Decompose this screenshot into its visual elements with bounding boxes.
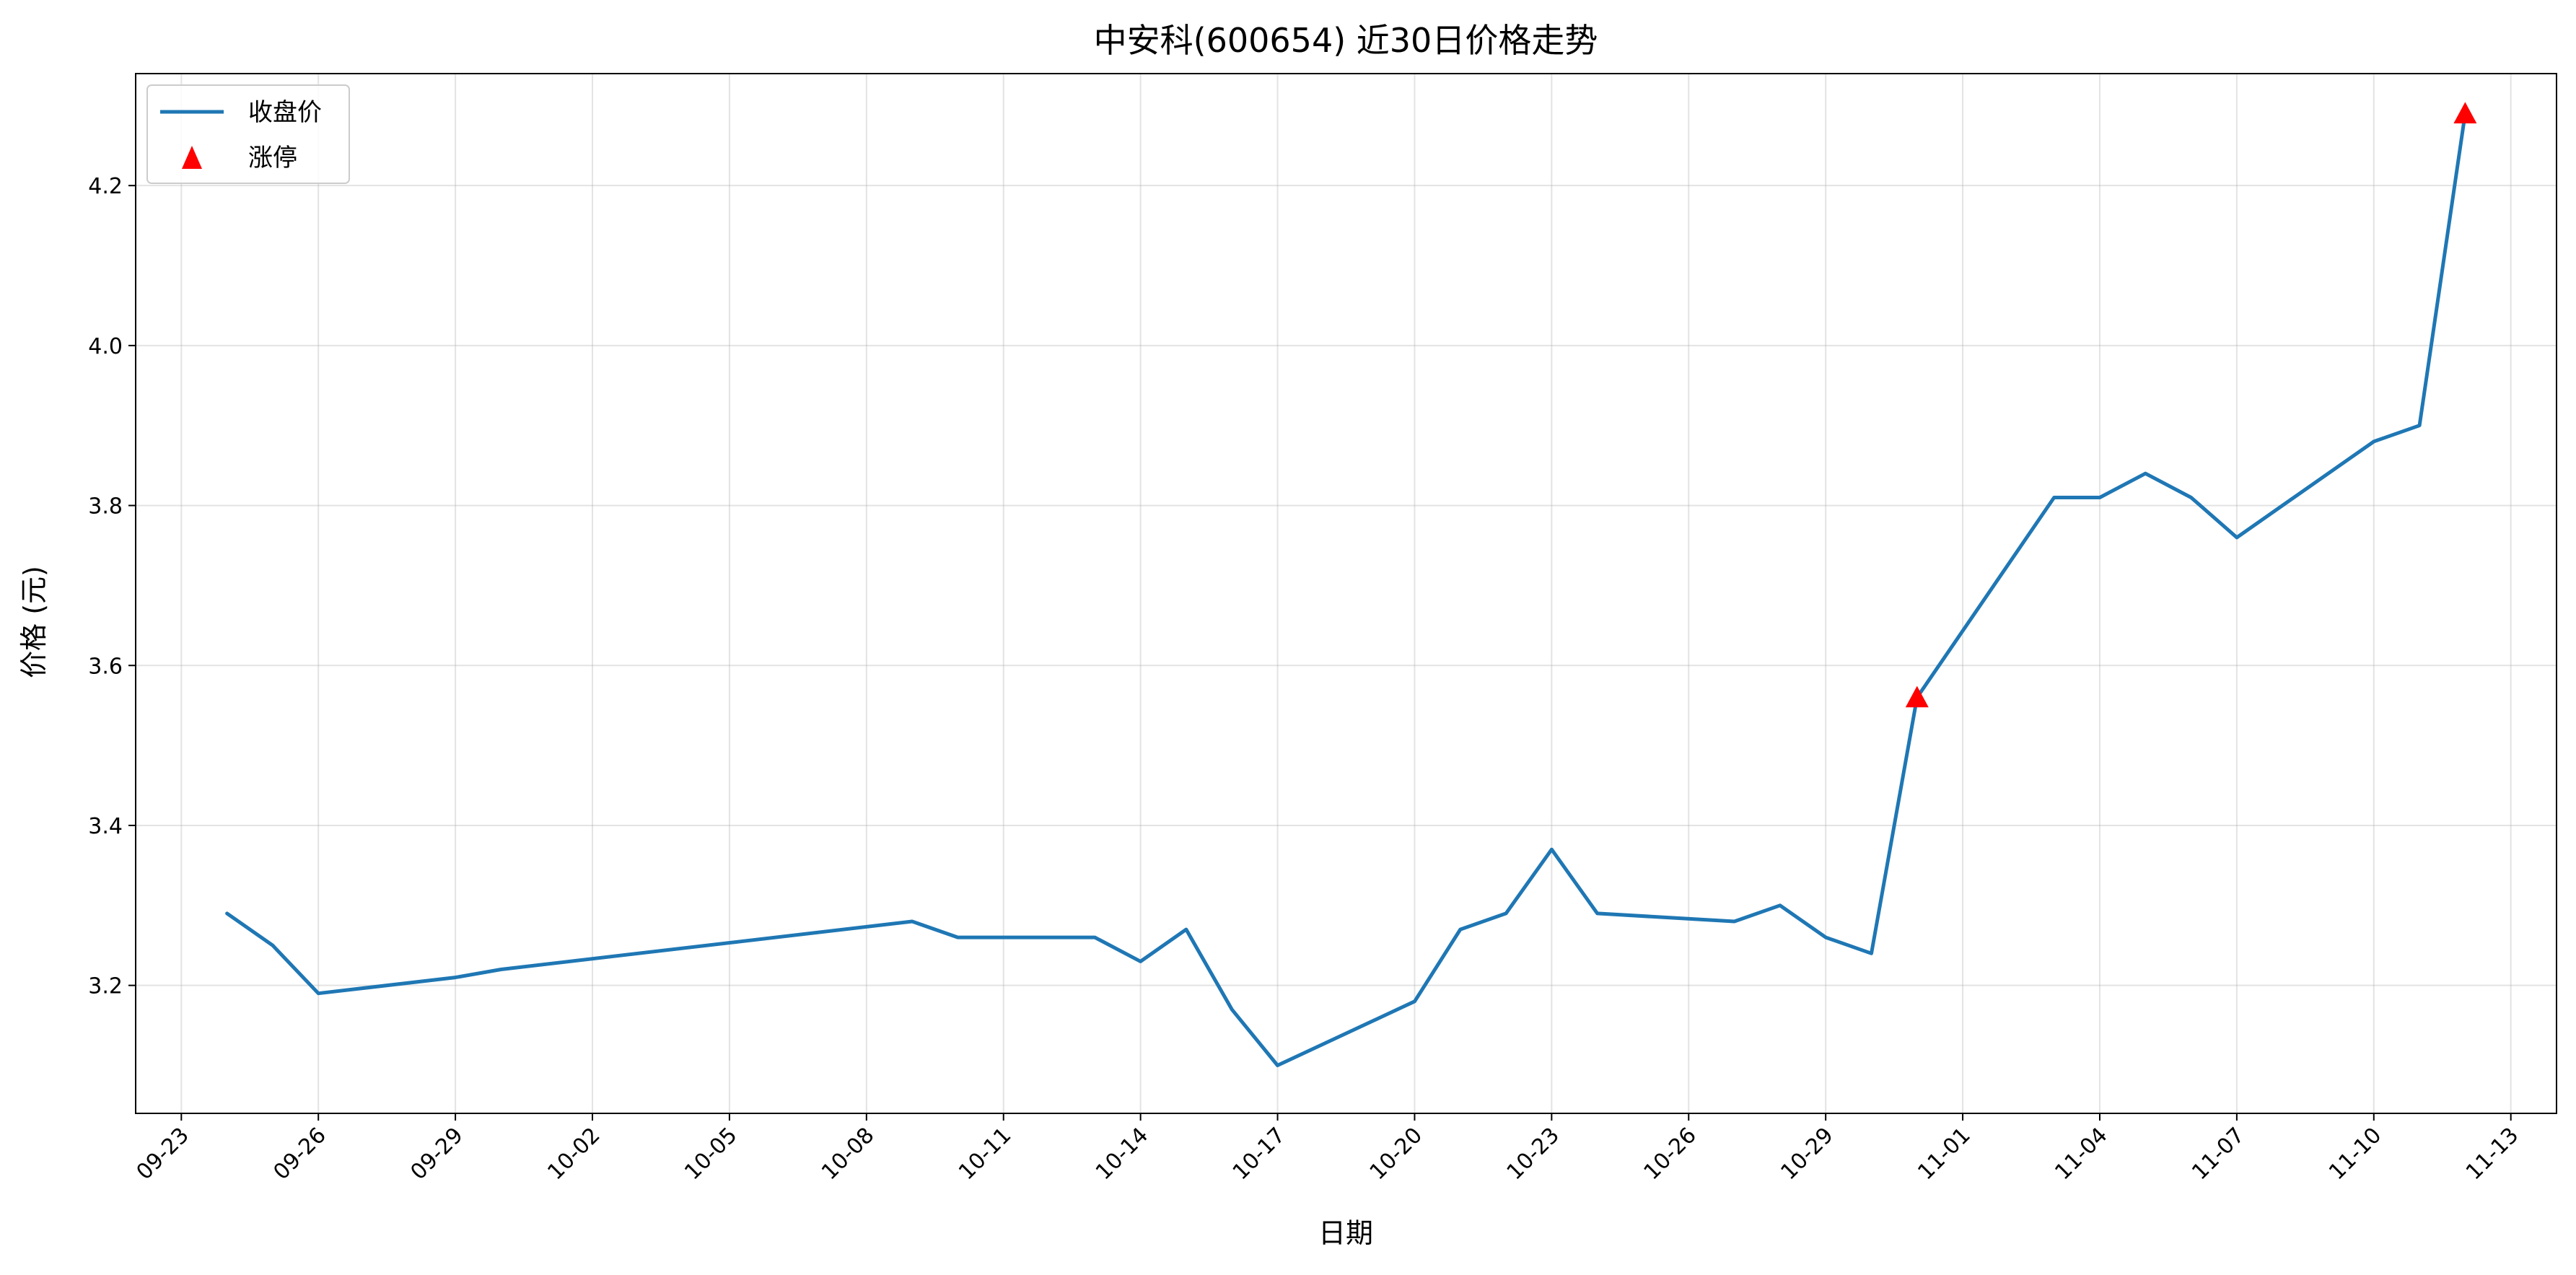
limit-up-marker [1905,685,1929,708]
close-price-line [225,111,2467,1067]
legend: 收盘价 涨停 [146,84,350,184]
y-tick-label: 3.6 [88,654,123,679]
chart-title: 中安科(600654) 近30日价格走势 [1094,21,1598,60]
y-axis: 3.2 3.4 3.6 3.8 4.0 4.2 [88,174,136,999]
y-tick-label: 3.8 [88,494,123,520]
x-axis-label: 日期 [1318,1217,1373,1249]
legend-label-limit-up: 涨停 [248,144,297,172]
legend-triangle-swatch [182,146,202,169]
legend-label-close: 收盘价 [248,98,322,127]
grid-lines [136,74,2557,1113]
legend-box [146,84,350,184]
y-tick-label: 3.4 [88,814,123,839]
y-tick-label: 4.2 [88,174,123,199]
limit-up-marker [2453,102,2477,124]
y-tick-label: 4.0 [88,334,123,359]
plot-frame [135,73,2557,1114]
y-tick-label: 3.2 [88,974,123,999]
series-layer [225,102,2477,1067]
y-axis-label: 价格 (元) [18,566,50,678]
